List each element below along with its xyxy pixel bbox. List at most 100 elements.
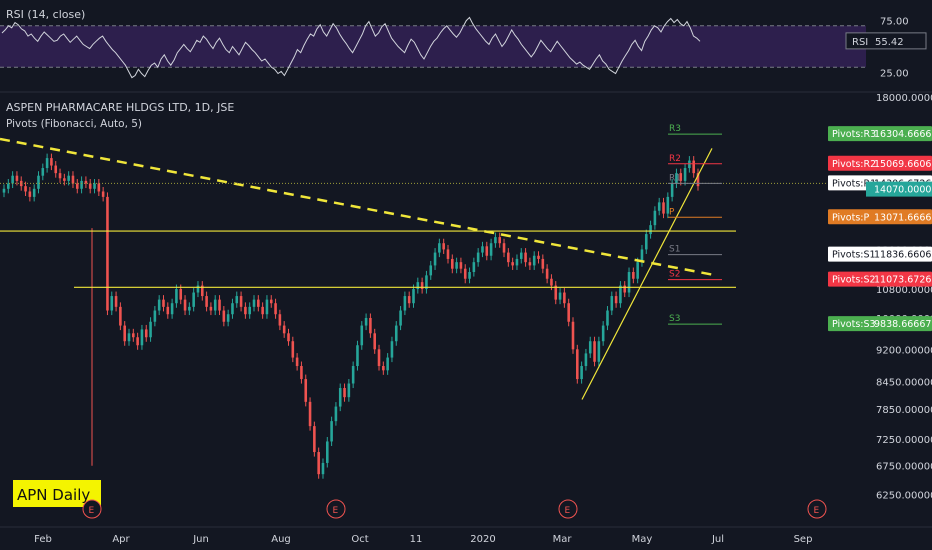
candle-body	[369, 317, 372, 334]
candle-body	[463, 268, 467, 279]
pivot-badge-s3	[828, 316, 932, 332]
candle-body	[67, 175, 70, 181]
candle-body	[657, 202, 661, 211]
candle-body	[114, 296, 118, 307]
earnings-event-icon[interactable]	[326, 499, 346, 519]
pivot-tag-s1: Pivots:S1	[832, 250, 876, 261]
candle-body	[175, 289, 178, 304]
candle-body	[334, 406, 338, 422]
candle-body	[519, 252, 523, 259]
candle-body	[291, 341, 295, 358]
candle-body	[136, 337, 139, 346]
x-tick-label: 2020	[470, 534, 495, 545]
candle-body	[28, 191, 32, 197]
candle-body	[84, 180, 88, 184]
earnings-event-icon[interactable]	[82, 499, 102, 519]
price-tick-label: 6250.00000	[876, 491, 932, 502]
pivot-badge-r3	[828, 126, 932, 142]
candle-body	[282, 325, 286, 334]
candle-body	[541, 258, 545, 269]
price-tick-label: 9200.00000	[876, 345, 932, 356]
candle-body	[300, 366, 303, 380]
earnings-event-icon[interactable]	[807, 499, 827, 519]
candle-body	[209, 306, 213, 311]
candle-body	[438, 243, 441, 253]
candle-body	[196, 285, 200, 293]
candle-body	[382, 366, 385, 371]
candle-body	[269, 299, 273, 304]
candle-body	[144, 329, 148, 338]
candle-body	[494, 237, 497, 244]
candle-body	[351, 366, 355, 384]
candle-body	[97, 183, 101, 192]
candle-body	[442, 243, 445, 250]
candle-body	[153, 310, 157, 322]
candle-body	[274, 303, 277, 315]
candle-body	[71, 175, 75, 184]
x-tick-label: Apr	[112, 534, 130, 545]
candle-body	[179, 289, 183, 300]
candle-body	[170, 303, 174, 315]
candle-body	[166, 306, 170, 315]
candle-body	[666, 196, 670, 214]
candle-body	[498, 237, 502, 244]
pivot-badge-s2	[828, 271, 932, 287]
pivot-tag-s2: Pivots:S2	[832, 275, 876, 286]
candle-body	[588, 341, 592, 354]
candle-body	[252, 299, 256, 307]
earnings-event-icon[interactable]	[558, 499, 578, 519]
price-tick-label: 6750.00000	[876, 462, 932, 473]
candle-body	[183, 299, 187, 311]
candle-body	[571, 321, 575, 350]
candle-body	[132, 333, 135, 338]
pivots-indicator-label: Pivots (Fibonacci, Auto, 5)	[6, 118, 142, 130]
candle-body	[481, 246, 484, 253]
candle-body	[429, 265, 433, 276]
pivot-badge-r2	[828, 155, 932, 171]
candle-body	[653, 210, 657, 226]
x-tick-label: Jul	[711, 534, 724, 545]
candle-body	[149, 321, 152, 338]
candle-body	[192, 292, 195, 307]
candle-body	[123, 325, 126, 342]
candle-body	[343, 388, 346, 398]
candle-body	[459, 262, 463, 269]
price-tick-label: 18000.00000	[876, 93, 932, 104]
candle-body	[683, 168, 687, 181]
candle-body	[80, 180, 83, 189]
last-price-badge	[866, 181, 932, 197]
candle-body	[670, 183, 674, 197]
pivot-badge-s1	[828, 246, 932, 262]
candle-body	[576, 349, 579, 380]
candle-body	[623, 285, 627, 293]
candle-body	[412, 289, 415, 304]
price-tick-label: 7850.00000	[876, 405, 932, 416]
candle-body	[226, 314, 230, 322]
pivot-value-s1: 11836.66067	[874, 250, 932, 261]
candle-body	[420, 282, 424, 290]
pivot-tag-s3: Pivots:S3	[832, 319, 876, 330]
x-tick-label: Aug	[271, 534, 291, 545]
candle-body	[662, 202, 665, 214]
candle-body	[632, 272, 635, 279]
candle-body	[644, 234, 648, 250]
candle-body	[373, 333, 377, 350]
pivot-value-r3: 16304.66667	[874, 129, 932, 140]
candle-body	[416, 282, 420, 290]
candle-body	[101, 191, 105, 197]
candle-body	[261, 306, 264, 315]
pivot-name-s3: S3	[669, 314, 680, 324]
candle-body	[325, 441, 329, 463]
candle-body	[472, 262, 476, 273]
candle-body	[696, 173, 700, 187]
candle-body	[140, 329, 144, 346]
candle-body	[356, 345, 359, 367]
x-tick-label: Jun	[192, 534, 209, 545]
candle-body	[321, 462, 325, 475]
candle-body	[558, 292, 562, 300]
candle-body	[75, 183, 79, 189]
candle-body	[601, 325, 605, 342]
rsi-current-label: RSI	[852, 37, 868, 48]
